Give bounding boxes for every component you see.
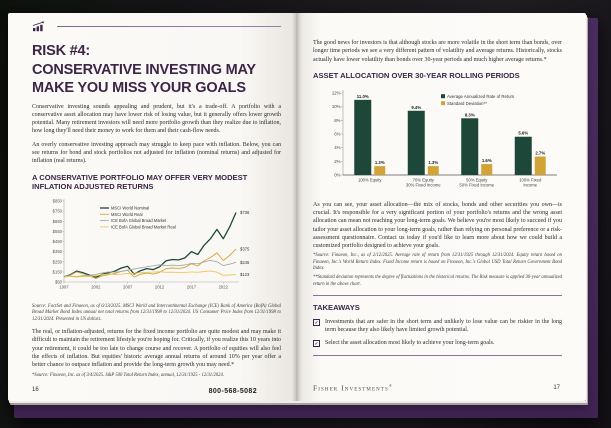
checkbox-icon: ✓	[313, 318, 320, 326]
right-footnote-2: **Standard deviation represents the degr…	[313, 275, 562, 287]
svg-text:2022: 2022	[219, 285, 229, 290]
left-page-number: 16	[32, 387, 39, 393]
line-chart: $850 $750 $650 $550 $450 $350 $250 $150 $50 1997 2…	[40, 196, 281, 301]
svg-text:Standard Deviation**: Standard Deviation**	[447, 101, 487, 106]
svg-text:6%: 6%	[334, 131, 340, 136]
svg-text:$375: $375	[240, 247, 250, 252]
svg-text:1.3%: 1.3%	[428, 160, 438, 165]
svg-text:$123: $123	[240, 272, 250, 277]
svg-text:12%: 12%	[332, 90, 341, 95]
left-page: RISK #4: CONSERVATIVE INVESTING MAY MAKE…	[8, 13, 297, 401]
svg-text:50% Equity: 50% Equity	[466, 177, 488, 182]
right-page: The good news for investors is that alth…	[297, 13, 586, 401]
svg-text:$250: $250	[53, 259, 63, 264]
svg-text:$550: $550	[53, 229, 63, 234]
svg-text:50% Fixed Income: 50% Fixed Income	[459, 182, 494, 187]
svg-text:ICE BofA Global Broad Market R: ICE BofA Global Broad Market Real	[111, 225, 176, 230]
paragraph-intro-2: An overly conservative investing approac…	[32, 141, 281, 165]
page-title: RISK #4: CONSERVATIVE INVESTING MAY MAKE…	[32, 42, 281, 98]
svg-text:8.3%: 8.3%	[465, 112, 475, 117]
svg-text:100% Equity: 100% Equity	[358, 177, 382, 182]
takeaway-item: ✓ Select the asset allocation most likel…	[313, 339, 562, 348]
svg-text:70% Equity: 70% Equity	[413, 177, 435, 182]
takeaway-text: Select the asset allocation most likely …	[325, 340, 495, 347]
bar-chart-heading: ASSET ALLOCATION OVER 30-YEAR ROLLING PE…	[313, 70, 520, 80]
svg-text:$150: $150	[53, 270, 63, 275]
registered-mark: ®	[388, 382, 392, 388]
svg-text:$850: $850	[53, 199, 63, 204]
svg-text:$350: $350	[53, 249, 63, 254]
right-footnote-1: *Source: Finaeon, Inc., as of 2/12/2025.…	[313, 253, 562, 272]
svg-text:10%: 10%	[332, 104, 341, 109]
brand-logo: Fisher Investments®	[313, 383, 392, 393]
svg-text:MSCI World Nominal: MSCI World Nominal	[111, 206, 149, 211]
paragraph-intro-1: Conservative investing sounds appealing …	[32, 103, 281, 135]
svg-text:2.7%: 2.7%	[535, 150, 545, 155]
svg-text:$650: $650	[53, 219, 63, 224]
left-footnote: *Source: Finaeon, Inc. as of 3/4/2025. S…	[32, 372, 224, 378]
takeaways-top-divider	[313, 294, 562, 296]
svg-text:1997: 1997	[59, 285, 69, 290]
title-line-2: CONSERVATIVE INVESTING MAY	[32, 61, 256, 78]
bar-chart: 0% 2% 4% 6% 8% 10% 12% 11.0% 1.3% 100% Equity 9.4%…	[321, 85, 562, 196]
checkbox-icon: ✓	[313, 340, 320, 348]
header-rule	[57, 26, 281, 27]
svg-text:MSCI World Real: MSCI World Real	[111, 212, 143, 217]
right-page-number: 17	[553, 385, 560, 391]
brand-name: Fisher Investments	[313, 383, 389, 392]
svg-text:2012: 2012	[155, 285, 165, 290]
paragraph-analysis: The real, or inflation-adjusted, returns…	[32, 329, 281, 369]
svg-text:Average Annualized Rate of Ret: Average Annualized Rate of Return	[447, 94, 515, 99]
svg-text:$450: $450	[53, 239, 63, 244]
growth-chart-icon	[32, 21, 45, 32]
line-chart-heading: A CONSERVATIVE PORTFOLIO MAY OFFER VERY …	[32, 172, 248, 192]
takeaways-heading: TAKEAWAYS	[313, 302, 360, 312]
svg-text:$750: $750	[53, 209, 63, 214]
booklet-spread: RISK #4: CONSERVATIVE INVESTING MAY MAKE…	[8, 13, 586, 401]
svg-text:$736: $736	[240, 210, 250, 215]
svg-text:9.4%: 9.4%	[411, 104, 421, 109]
svg-text:1.6%: 1.6%	[482, 158, 492, 163]
svg-text:$50: $50	[55, 280, 63, 285]
risk-label: RISK #4:	[32, 43, 91, 59]
svg-text:1.3%: 1.3%	[375, 160, 385, 165]
svg-text:2007: 2007	[123, 285, 133, 290]
svg-text:2002: 2002	[91, 285, 101, 290]
svg-text:$245: $245	[240, 260, 250, 265]
phone-number: 800-568-5082	[208, 388, 257, 395]
svg-text:5.6%: 5.6%	[518, 130, 528, 135]
takeaway-item: ✓ Investments that are safer in the shor…	[313, 318, 562, 335]
takeaways-bottom-divider	[313, 354, 562, 356]
line-chart-source: Source: FactSet and Finaeon, as of 6/13/…	[32, 304, 281, 322]
svg-text:Income: Income	[523, 182, 537, 187]
left-page-header	[32, 21, 281, 32]
svg-text:2017: 2017	[187, 285, 197, 290]
paragraph-allocation: As you can see, your asset allocation—th…	[313, 201, 562, 250]
bar-chart-svg: 0% 2% 4% 6% 8% 10% 12% 11.0% 1.3% 100% Equity 9.4%…	[332, 89, 557, 187]
svg-text:30% Fixed Income: 30% Fixed Income	[406, 182, 441, 187]
svg-text:8%: 8%	[334, 118, 340, 123]
title-line-3: MAKE YOU MISS YOUR GOALS	[32, 80, 246, 96]
svg-text:4%: 4%	[334, 145, 340, 150]
svg-text:0%: 0%	[334, 172, 340, 177]
svg-text:2%: 2%	[334, 159, 340, 164]
svg-text:ICE BofA Global Broad Market: ICE BofA Global Broad Market	[111, 218, 167, 223]
paragraph-good-news: The good news for investors is that alth…	[313, 40, 562, 63]
svg-text:100% Fixed: 100% Fixed	[519, 177, 542, 182]
takeaway-text: Investments that are safer in the short …	[325, 318, 562, 334]
svg-text:11.0%: 11.0%	[357, 94, 369, 99]
